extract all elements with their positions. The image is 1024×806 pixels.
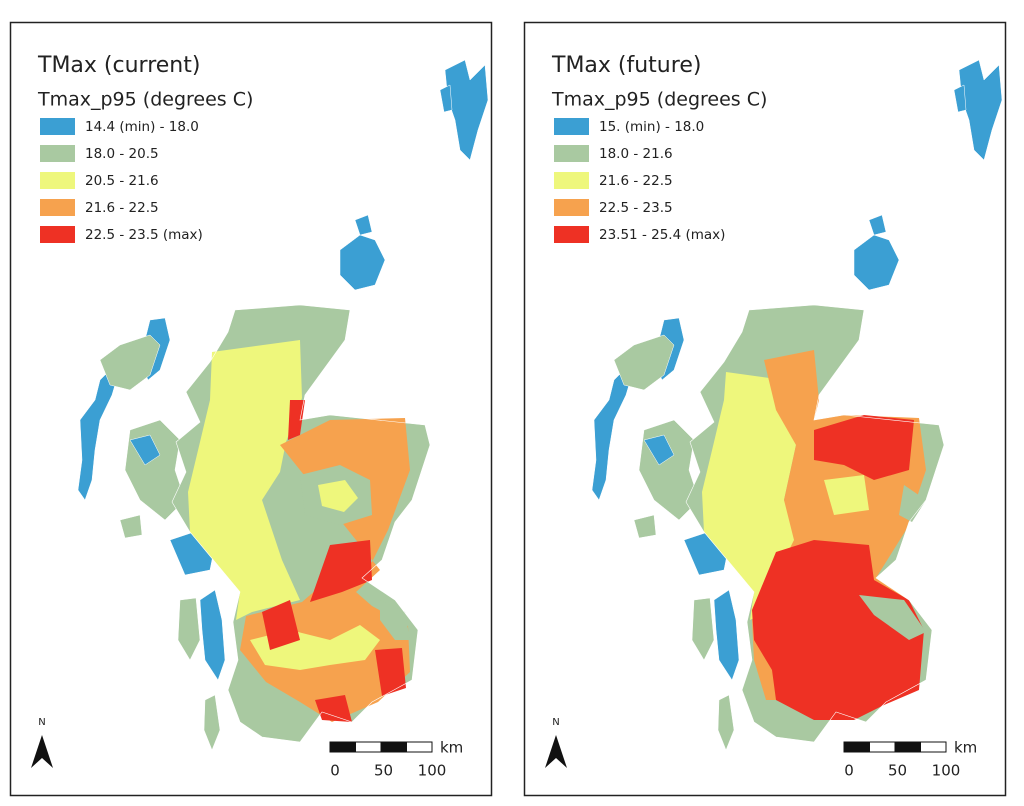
island [119,514,143,539]
island [203,694,221,751]
north-arrow [545,735,567,768]
map-panel: TMax (future) Tmax_p95 (degrees C) 15. (mi… [523,21,1007,797]
scale-segment [355,741,382,753]
legend-swatch [40,145,75,162]
island [713,589,740,681]
island [853,234,900,291]
island [591,369,633,501]
island [354,214,373,236]
legend-title: Tmax_p95 (degrees C) [551,89,767,111]
scale-label: 50 [374,762,393,780]
legend-label: 21.6 - 22.5 [599,173,673,189]
island [953,84,967,113]
map-panel: TMax (current) Tmax_p95 (degrees C) 14.4 (… [9,21,493,797]
mainland-outline [171,304,431,743]
scale-unit: km [440,739,463,757]
scale-segment [894,741,921,753]
legend-swatch [40,226,75,243]
legend-swatch [40,172,75,189]
legend-swatch [40,118,75,135]
island [199,589,226,681]
north-arrow [31,735,53,768]
island [99,334,161,391]
island [439,84,453,113]
north-label: N [38,717,45,728]
climate-region [262,600,300,650]
legend-label: 18.0 - 20.5 [85,146,159,162]
island [691,597,715,661]
scale-segment [380,741,407,753]
island [444,59,489,161]
island [958,59,1003,161]
scale-segment [869,741,896,753]
north-label: N [552,717,559,728]
legend-label: 14.4 (min) - 18.0 [85,119,199,135]
climate-region [375,648,406,696]
legend-swatch [554,145,589,162]
legend-label: 22.5 - 23.5 (max) [85,227,203,243]
legend-swatch [554,199,589,216]
scale-label: 0 [844,762,854,780]
climate-region [288,400,305,440]
island [643,434,675,466]
island [177,597,201,661]
climate-region [814,415,914,480]
island [717,694,735,751]
scale-label: 0 [330,762,340,780]
climate-region [752,540,924,720]
legend-label: 21.6 - 22.5 [85,200,159,216]
scale-label: 100 [418,762,447,780]
legend-label: 22.5 - 23.5 [599,200,673,216]
island [77,369,119,501]
scale-segment [920,741,947,753]
legend-label: 20.5 - 21.6 [85,173,159,189]
island [868,214,887,236]
scale-segment [406,741,433,753]
island [129,434,161,466]
legend-swatch [40,199,75,216]
legend-title: Tmax_p95 (degrees C) [37,89,253,111]
scale-segment [329,741,356,753]
island [613,334,675,391]
climate-region [315,695,352,722]
scale-label: 50 [888,762,907,780]
map-title: TMax (future) [551,53,701,78]
legend-label: 15. (min) - 18.0 [599,119,704,135]
legend-label: 18.0 - 21.6 [599,146,673,162]
climate-region [310,540,372,602]
climate-region [824,475,869,515]
legend-swatch [554,172,589,189]
legend-swatch [554,118,589,135]
scale-segment [843,741,870,753]
legend-label: 23.51 - 25.4 (max) [599,227,725,243]
climate-region [188,340,302,620]
climate-region [318,480,358,512]
climate-region [859,595,926,640]
legend-swatch [554,226,589,243]
mainland-outline [685,304,945,743]
climate-region [380,600,410,640]
map-title: TMax (current) [37,53,200,78]
island [339,234,386,291]
island [633,514,657,539]
scale-unit: km [954,739,977,757]
climate-region [899,485,926,522]
scale-label: 100 [932,762,961,780]
